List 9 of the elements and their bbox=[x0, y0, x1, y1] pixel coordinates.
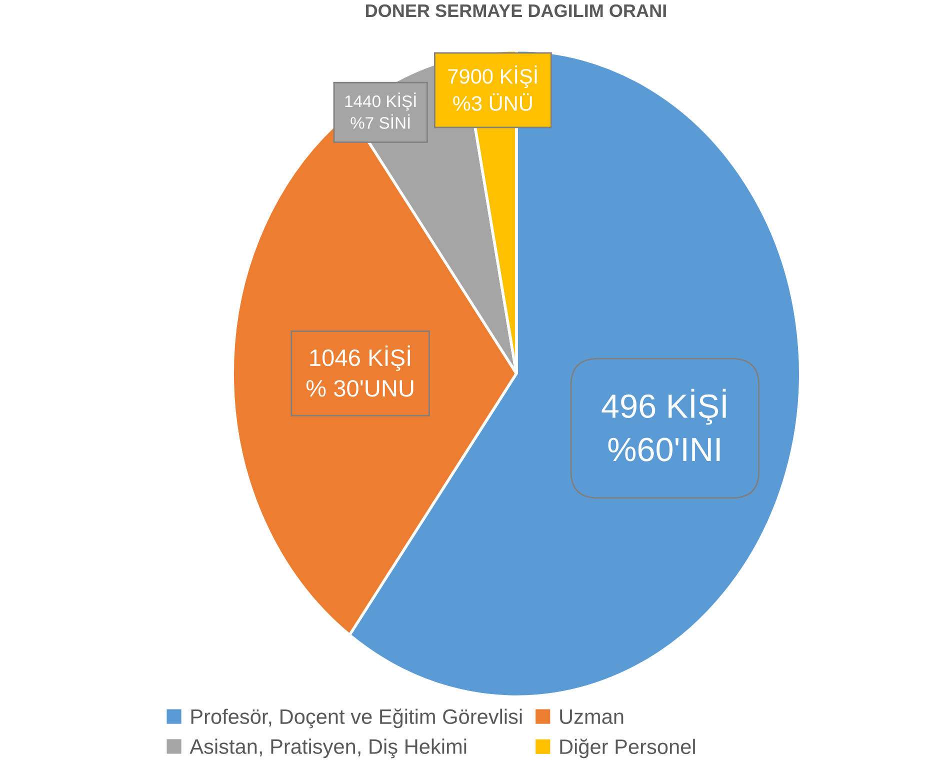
data-label: 496 KİŞİ %60'INI bbox=[602, 388, 726, 462]
legend-label: Uzman bbox=[560, 709, 624, 724]
legend-label: Diğer Personel bbox=[560, 738, 695, 758]
data-label: 1046 KİŞİ % 30'UNU bbox=[306, 345, 414, 397]
legend-label: Asistan, Pratisyen, Diş Hekimi bbox=[190, 738, 466, 758]
data-label: 7900 KİŞİ %3 ÜNÜ bbox=[448, 66, 537, 111]
data-label: 1440 KİŞİ %7 SİNİ bbox=[345, 92, 416, 129]
legend-label: Profesör, Doçent ve Eğitim Görevlisi bbox=[191, 708, 522, 728]
chart-title: DONER SERMAYE DAGILIM ORANI bbox=[366, 4, 666, 18]
